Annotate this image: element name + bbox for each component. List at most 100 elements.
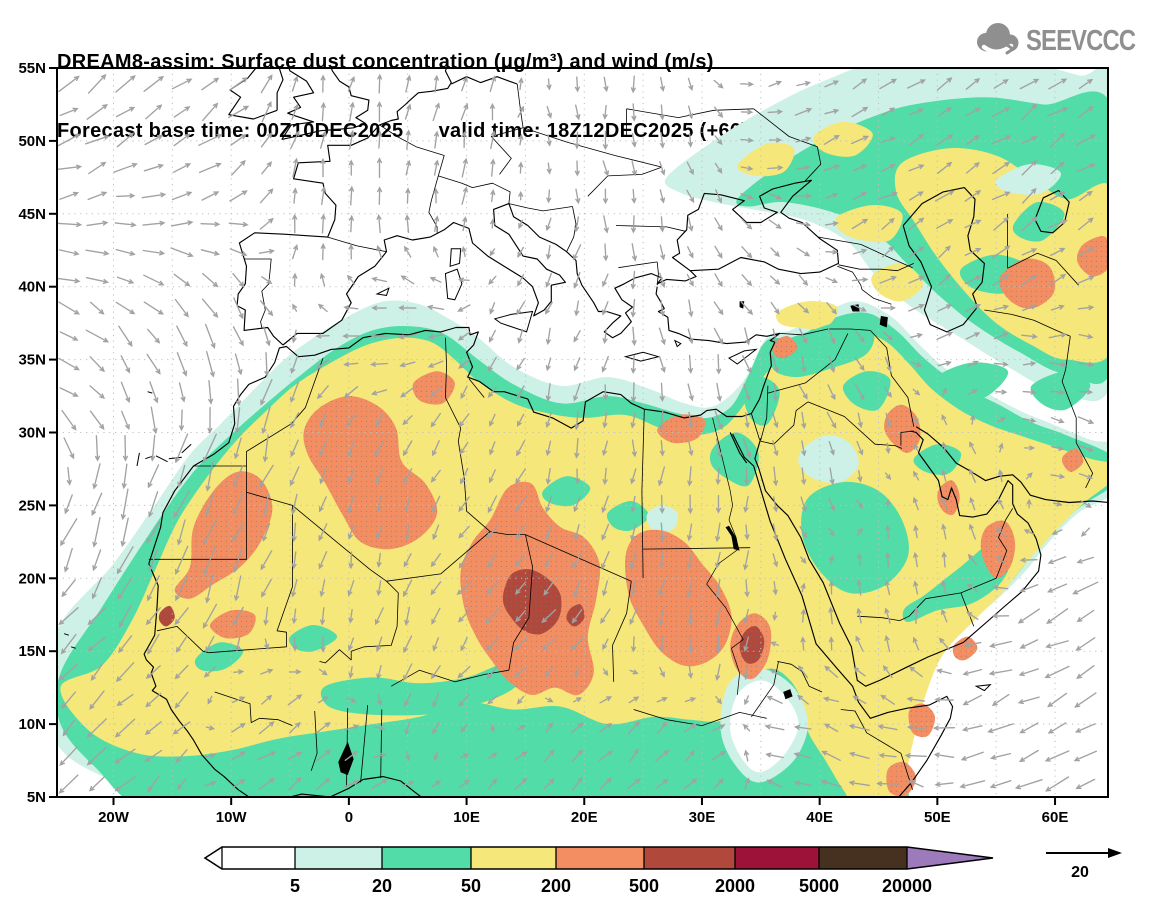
border-line (633, 709, 767, 726)
coastline (148, 286, 781, 564)
lake (783, 689, 793, 700)
stipple-overlay (158, 236, 1108, 797)
stipple-patch (1061, 448, 1084, 472)
border-line (428, 175, 439, 233)
dust-region-green (913, 444, 962, 475)
border-line (386, 531, 491, 582)
dust-region-green (1012, 201, 1065, 242)
island (375, 287, 390, 296)
colorbar-segment-crimson (735, 847, 819, 869)
border-line (618, 261, 658, 269)
lat-tick-label: 40N (18, 279, 46, 296)
colorbar-segment-brown (819, 847, 907, 869)
lat-tick-label: 5N (27, 789, 46, 806)
border-line (615, 225, 686, 232)
stipple-patch (739, 626, 765, 664)
dust-region-green (320, 662, 522, 716)
coastline (451, 76, 518, 85)
logo-text: SEEVCCC (1025, 24, 1136, 57)
island (493, 310, 534, 333)
border-line (360, 705, 369, 783)
colorbar-segment-brick (644, 847, 735, 869)
lake (338, 741, 354, 776)
lat-tick-label: 30N (18, 425, 46, 442)
coastline (754, 430, 1042, 687)
border-line (522, 127, 662, 168)
border-line (438, 175, 511, 204)
coastline (281, 68, 315, 140)
border-line (777, 661, 823, 693)
island (444, 268, 463, 301)
dust-region-green (288, 625, 338, 652)
border-line (292, 505, 387, 582)
colorbar-segment-cyan (295, 847, 382, 869)
graticule (57, 68, 1108, 797)
colorbar-arrow-right (907, 847, 993, 869)
lon-axis: 20W 10W 0 10E 20E 30E 40E 50E 60E (98, 797, 1068, 826)
border-line (626, 108, 754, 118)
colorbar-label: 5 (290, 876, 300, 896)
lon-tick-label: 60E (1042, 809, 1069, 826)
border-line (508, 203, 573, 212)
stipple-patch (174, 471, 273, 599)
island (449, 248, 462, 267)
stipple-patch (625, 529, 732, 667)
wind-reference: 20 (1046, 848, 1122, 881)
coastline (915, 426, 1108, 504)
dust-region-green (801, 481, 909, 594)
border-line (380, 709, 383, 779)
stipple-patch (412, 371, 455, 405)
border-line (984, 309, 1071, 337)
stipple-patch (999, 258, 1056, 309)
dust-region-cyan (995, 164, 1062, 195)
dust-region-yellow (834, 205, 903, 243)
coastline (732, 433, 954, 797)
border-line (960, 592, 975, 627)
lon-tick-label: 30E (689, 809, 716, 826)
island (63, 633, 69, 636)
border-line (837, 265, 863, 290)
border-line (310, 710, 318, 771)
border-line (751, 413, 760, 440)
colorbar-label: 200 (541, 876, 571, 896)
colorbar-label: 20000 (882, 876, 932, 896)
wind-arrows (57, 73, 1099, 794)
dust-region-cyan (798, 435, 859, 484)
colorbar-label: 20 (372, 876, 392, 896)
lat-tick-label: 45N (18, 206, 46, 223)
colorbar-label: 5000 (799, 876, 839, 896)
lat-tick-label: 25N (18, 497, 46, 514)
colorbar-segment-yellow (471, 847, 556, 869)
dust-region-cyan (646, 505, 679, 533)
colorbar-label: 500 (629, 876, 659, 896)
stipple-patch (1076, 236, 1108, 277)
coastline (671, 179, 840, 275)
coastline (228, 68, 284, 120)
border-line (244, 258, 272, 328)
colorbar-label: 2000 (715, 876, 755, 896)
stipple-patch (884, 404, 921, 453)
country-borders (148, 83, 1094, 790)
border-line (391, 669, 509, 687)
stipple-patch (952, 636, 978, 661)
border-line (1061, 336, 1094, 489)
lat-tick-label: 10N (18, 716, 46, 733)
dust-region-green (936, 362, 1009, 400)
coastline (282, 203, 697, 346)
dust-region-green (606, 500, 649, 531)
border-line (760, 385, 769, 440)
colorbar-segment-salmon (556, 847, 644, 869)
border-line (805, 333, 849, 384)
lake (725, 525, 740, 551)
lake (850, 304, 860, 312)
lat-tick-label: 20N (18, 570, 46, 587)
lon-tick-label: 0 (345, 809, 353, 826)
island (136, 452, 140, 467)
island (623, 351, 661, 362)
lat-tick-label: 15N (18, 643, 46, 660)
border-line (818, 236, 913, 269)
lon-tick-label: 50E (924, 809, 951, 826)
dust-region-green (744, 377, 780, 426)
river-nile (706, 417, 744, 695)
